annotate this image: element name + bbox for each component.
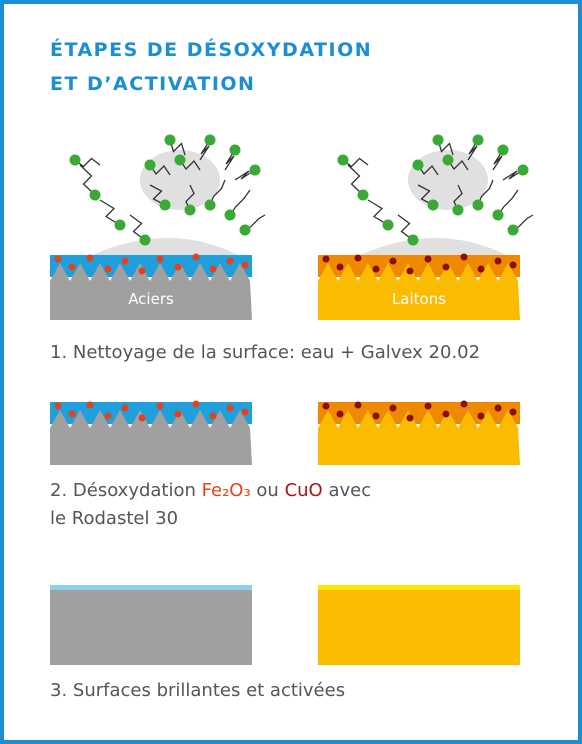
molecule bbox=[413, 160, 424, 171]
oxide-dot bbox=[105, 413, 112, 420]
title-line: ET D’ACTIVATION bbox=[50, 73, 255, 95]
metal bbox=[318, 585, 520, 665]
oxide-dot bbox=[175, 411, 182, 418]
oxide-dot bbox=[157, 403, 164, 410]
oxide-dot bbox=[337, 264, 344, 271]
molecule bbox=[453, 205, 464, 216]
oxide-dot bbox=[157, 256, 164, 263]
oxide-dot bbox=[210, 266, 217, 273]
step-text: le Rodastel 30 bbox=[50, 508, 178, 529]
step-text: 3. Surfaces brillantes et activées bbox=[50, 680, 345, 701]
oxide-dot bbox=[390, 258, 397, 265]
oxide-dot bbox=[461, 401, 468, 408]
molecule bbox=[338, 155, 349, 166]
step-text: 1. Nettoyage de la surface: eau + Galvex… bbox=[50, 342, 480, 363]
oxide-dot bbox=[425, 403, 432, 410]
molecule bbox=[383, 220, 394, 231]
molecule bbox=[433, 135, 444, 146]
molecule bbox=[408, 235, 419, 246]
molecule bbox=[428, 200, 439, 211]
oxide-dot bbox=[355, 255, 362, 262]
oxide-dot bbox=[323, 256, 330, 263]
metal bbox=[50, 585, 252, 665]
oxide-dot bbox=[210, 413, 217, 420]
panel-label: Laitons bbox=[392, 290, 446, 308]
oxide-dot bbox=[443, 411, 450, 418]
oxide-dot bbox=[407, 268, 414, 275]
molecule bbox=[165, 135, 176, 146]
oxide-dot bbox=[175, 264, 182, 271]
molecule bbox=[160, 200, 171, 211]
molecule bbox=[115, 220, 126, 231]
oxide-dot bbox=[510, 262, 517, 269]
oxide-dot bbox=[425, 256, 432, 263]
oxide-dot bbox=[373, 413, 380, 420]
oxide-dot bbox=[87, 255, 94, 262]
oxide-dot bbox=[139, 268, 146, 275]
panel-label: Aciers bbox=[128, 290, 174, 308]
active-layer bbox=[318, 585, 520, 590]
molecule bbox=[443, 155, 454, 166]
molecule bbox=[140, 235, 151, 246]
oxide-dot bbox=[443, 264, 450, 271]
oxide-dot bbox=[337, 411, 344, 418]
oxide-dot bbox=[193, 401, 200, 408]
oxide-dot bbox=[69, 264, 76, 271]
oxide-dot bbox=[122, 405, 129, 412]
oxide-dot bbox=[495, 405, 502, 412]
oxide-dot bbox=[407, 415, 414, 422]
molecule bbox=[205, 135, 216, 146]
oxide-dot bbox=[193, 254, 200, 261]
text-part: avec bbox=[323, 480, 371, 501]
oxide-dot bbox=[139, 415, 146, 422]
molecule bbox=[498, 145, 509, 156]
molecule bbox=[240, 225, 251, 236]
molecule bbox=[518, 165, 529, 176]
infographic: ÉTAPES DE DÉSOXYDATION ET D’ACTIVATION A… bbox=[0, 0, 582, 744]
oxide-dot bbox=[373, 266, 380, 273]
oxide-dot bbox=[87, 402, 94, 409]
oxide-dot bbox=[242, 262, 249, 269]
oxide-dot bbox=[478, 266, 485, 273]
molecule bbox=[205, 200, 216, 211]
oxide-dot bbox=[227, 405, 234, 412]
molecule bbox=[175, 155, 186, 166]
formula: CuO bbox=[285, 480, 323, 501]
molecule bbox=[493, 210, 504, 221]
molecule bbox=[508, 225, 519, 236]
molecule bbox=[358, 190, 369, 201]
oxide-dot bbox=[355, 402, 362, 409]
oxide-dot bbox=[495, 258, 502, 265]
molecule bbox=[90, 190, 101, 201]
molecule bbox=[473, 135, 484, 146]
oxide-dot bbox=[69, 411, 76, 418]
molecule bbox=[473, 200, 484, 211]
oxide-dot bbox=[55, 256, 62, 263]
title-line: ÉTAPES DE DÉSOXYDATION bbox=[50, 38, 372, 61]
molecule bbox=[225, 210, 236, 221]
oxide-dot bbox=[122, 258, 129, 265]
oxide-dot bbox=[55, 403, 62, 410]
oxide-dot bbox=[390, 405, 397, 412]
molecule bbox=[250, 165, 261, 176]
molecule bbox=[70, 155, 81, 166]
oxide-dot bbox=[323, 403, 330, 410]
molecule bbox=[145, 160, 156, 171]
molecule bbox=[230, 145, 241, 156]
text-part: ou bbox=[251, 480, 285, 501]
oxide-dot bbox=[242, 409, 249, 416]
formula: Fe₂O₃ bbox=[202, 480, 251, 501]
text-part: 2. Désoxydation bbox=[50, 480, 202, 501]
oxide-dot bbox=[510, 409, 517, 416]
oxide-dot bbox=[105, 266, 112, 273]
molecule bbox=[185, 205, 196, 216]
oxide-dot bbox=[461, 254, 468, 261]
oxide-dot bbox=[227, 258, 234, 265]
active-layer bbox=[50, 585, 252, 590]
step-text: 2. Désoxydation Fe₂O₃ ou CuO avec bbox=[50, 480, 371, 501]
oxide-dot bbox=[478, 413, 485, 420]
